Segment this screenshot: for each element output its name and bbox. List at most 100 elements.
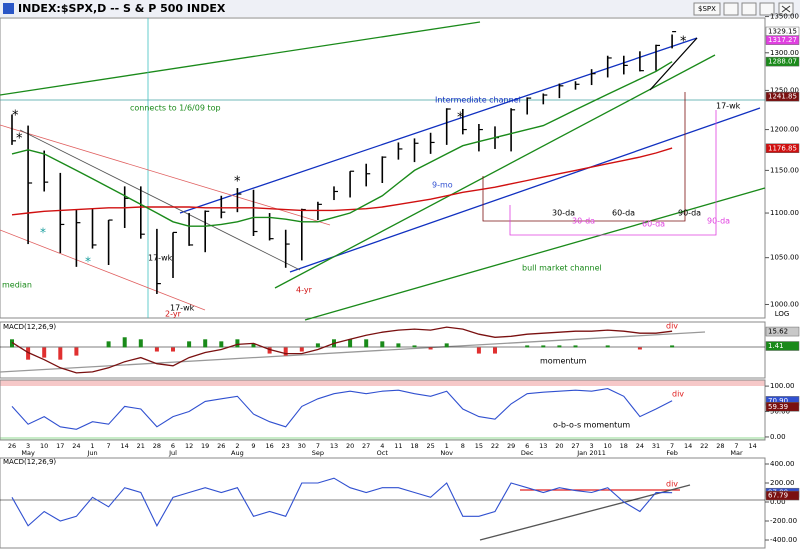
annotation: * [40,226,46,240]
x-month-label: Feb [666,449,678,457]
histogram-bar [26,347,31,360]
x-tick-label: 24 [72,442,80,450]
x-month-label: Jun [86,449,97,457]
last-value-box [765,326,800,337]
x-tick-label: 26 [8,442,16,450]
x-tick-label: 20 [346,442,354,450]
annotation: 9-mo [432,181,453,190]
x-tick-label: 20 [555,442,563,450]
histogram-bar [203,339,208,348]
lower-macd-panel [0,457,766,549]
x-tick-label: 17 [56,442,64,450]
histogram-bar [670,345,675,348]
histogram-bar [315,343,320,348]
maximize-button[interactable] [759,2,775,16]
histogram-bar [605,345,610,348]
annotation: div [666,322,678,331]
trendline [19,129,301,271]
x-tick-label: 10 [40,442,48,450]
symbol-button[interactable] [693,2,721,16]
y-tick-label: 0.00 [770,498,786,506]
y-tick-label: 1250.00 [770,86,799,94]
histogram-bar [573,345,578,348]
last-value-box [765,341,800,351]
x-tick-label: 22 [700,442,708,450]
last-value-box [765,402,800,412]
x-tick-label: 22 [491,442,499,450]
annotation: 17-wk [170,304,195,313]
cycle-bracket [482,92,686,222]
histogram-bar [380,341,385,348]
x-tick-label: 4 [380,442,384,450]
cycle-bracket [509,110,717,236]
x-tick-label: 31 [652,442,660,450]
x-month-label: Oct [377,449,389,457]
y-tick-label: 400.00 [770,460,795,468]
x-month-label: Jan 2011 [576,449,606,457]
last-value-box [765,35,800,45]
x-tick-label: 8 [461,442,465,450]
macd-line [11,326,673,374]
histogram-bar [267,347,272,354]
symbol-button-label[interactable]: $SPX [698,5,716,13]
histogram-bar [396,343,401,348]
histogram-bar [219,341,224,348]
histogram-bar [235,339,240,348]
last-value-box [765,91,800,102]
histogram-bar [493,347,497,354]
trendline [649,37,698,91]
x-tick-label: 7 [734,442,738,450]
last-value-label: 15.62 [768,328,788,336]
window-button[interactable] [723,2,739,16]
x-tick-label: 6 [525,442,529,450]
annotation: bull market channel [522,264,602,273]
x-tick-label: 3 [590,442,594,450]
moving-average [11,147,673,216]
histogram-bar [106,341,111,348]
histogram-bar [74,347,79,356]
annotation: Intermediate channel [435,96,521,105]
histogram-bar [187,341,192,348]
x-tick-label: 11 [394,442,402,450]
y-tick-label: 1300.00 [770,49,799,57]
trendline [289,107,761,273]
annotation: * [680,35,687,50]
x-tick-label: 14 [121,442,129,450]
oversold-band [0,437,765,440]
x-tick-label: 7 [670,442,674,450]
last-value-box [765,143,800,154]
last-value-label: 67.79 [768,492,788,500]
x-tick-label: 10 [604,442,612,450]
y-tick-label: 1350.00 [770,13,799,21]
x-tick-label: 18 [410,442,418,450]
x-tick-label: 14 [748,442,756,450]
histogram-bar [58,347,63,360]
annotation: 2-yr [165,310,182,319]
x-tick-label: 3 [26,442,30,450]
annotation: 90-da [678,209,701,218]
y-tick-label: 0.00 [770,433,786,441]
annotation: * [85,255,91,269]
histogram-bar [10,339,14,348]
x-tick-label: 28 [153,442,161,450]
x-tick-label: 26 [217,442,225,450]
annotation: 4-yr [296,286,313,295]
last-value-label: 1.41 [768,342,784,350]
annotation: * [16,132,23,147]
histogram-bar [283,347,288,356]
annotation: 60-da [642,220,665,229]
minimize-button[interactable] [741,2,757,16]
y-tick-label: -400.00 [770,536,797,544]
x-tick-label: 9 [251,442,255,450]
last-value-box [765,490,800,501]
histogram-bar [122,337,127,348]
annotation: connects to 1/6/09 top [130,104,221,113]
x-tick-label: 23 [282,442,290,450]
annotation: 60-da [612,209,635,218]
last-value-label: 1329.15 [768,28,797,36]
x-month-label: Jul [168,449,177,457]
x-tick-label: 18 [620,442,628,450]
histogram-bar [412,345,417,348]
y-tick-label: 1150.00 [770,166,799,174]
